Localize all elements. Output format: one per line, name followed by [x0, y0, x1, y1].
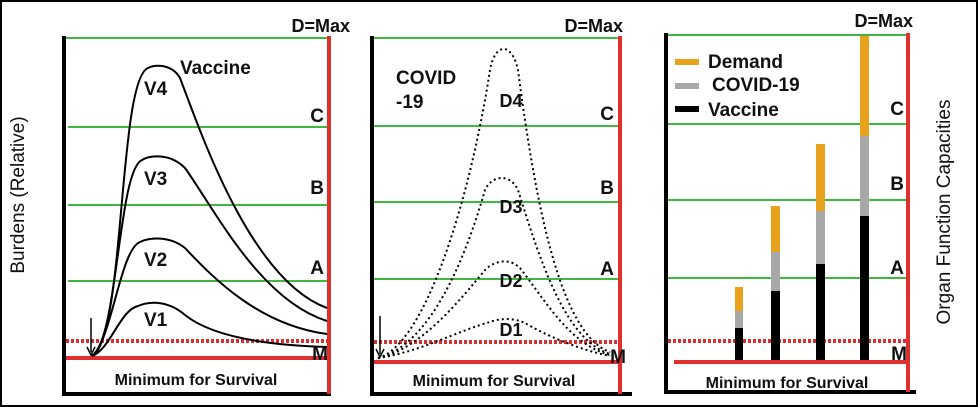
level-label-a: A: [600, 259, 614, 280]
arrow-head-icon: [375, 348, 385, 359]
level-label-b: B: [310, 178, 324, 199]
baseline-label: Minimum for Survival: [413, 373, 576, 390]
legend-label-covid: COVID-19: [712, 75, 800, 96]
bar-1: [735, 287, 743, 360]
baseline-label: Minimum for Survival: [706, 375, 869, 392]
baseline-label: Minimum for Survival: [115, 372, 278, 389]
vaccine-panel: Vaccine V4 V3 V2 V1 D=Max C B A M Minimu…: [62, 16, 350, 396]
legend: Demand COVID-19 Vaccine: [675, 52, 800, 121]
legend-swatch-demand: [675, 59, 699, 65]
curve-label-v2: V2: [144, 250, 167, 271]
level-label-c: C: [310, 106, 324, 127]
bar-vaccine: [860, 216, 869, 360]
curve-d3: [377, 177, 611, 359]
level-label-max: D=Max: [854, 11, 913, 31]
level-label-c: C: [890, 99, 904, 120]
bar-covid: [771, 252, 780, 291]
right-axis-label: Organ Function Capacities: [934, 100, 955, 325]
legend-label-vaccine: Vaccine: [708, 100, 779, 121]
bar-vaccine: [771, 291, 780, 360]
level-label-m: M: [891, 344, 907, 365]
arrow-head-icon: [86, 346, 96, 357]
level-label-a: A: [890, 258, 904, 279]
level-label-b: B: [890, 174, 904, 195]
vaccine-curves: [91, 64, 328, 357]
level-label-m: M: [610, 347, 626, 368]
covid-curves: [377, 48, 611, 359]
bar-demand: [771, 206, 780, 252]
legend-swatch-covid: [675, 83, 699, 89]
covid-title-line2: -19: [396, 92, 423, 113]
curve-v2: [91, 237, 328, 357]
bar-vaccine: [735, 328, 743, 360]
bar-vaccine: [816, 264, 825, 360]
curve-d4: [377, 48, 611, 359]
legend-label-demand: Demand: [708, 52, 783, 73]
curve-label-d3: D3: [499, 197, 522, 217]
left-axis-label: Burdens (Relative): [8, 116, 29, 273]
bar-4: [860, 36, 869, 360]
curve-label-v1: V1: [144, 310, 168, 331]
curve-v4: [91, 64, 328, 357]
capacity-panel: Demand COVID-19 Vaccine D=Max C B A M Mi…: [664, 11, 916, 394]
bar-3: [816, 144, 825, 360]
covid-panel: COVID -19 D4 D3 D2 D1 D=Max C B A M Mini…: [370, 16, 632, 396]
bar-covid: [860, 136, 869, 216]
level-label-m: M: [312, 344, 328, 365]
covid-title-line1: COVID: [396, 68, 456, 89]
curve-d1: [377, 318, 611, 359]
level-label-max: D=Max: [564, 16, 623, 36]
bar-covid: [816, 211, 825, 264]
curve-label-d4: D4: [499, 91, 522, 111]
bar-demand: [860, 36, 869, 136]
bar-demand: [816, 144, 825, 211]
level-label-max: D=Max: [291, 16, 350, 36]
bar-demand: [735, 287, 743, 311]
curve-label-v3: V3: [144, 169, 167, 190]
curve-v1: [91, 301, 328, 357]
level-label-a: A: [310, 258, 324, 279]
curve-d2: [377, 260, 611, 359]
level-label-c: C: [600, 104, 614, 125]
curve-label-d2: D2: [499, 271, 522, 291]
curve-label-d1: D1: [499, 320, 522, 340]
bar-2: [771, 206, 780, 360]
curve-label-v4: V4: [144, 79, 168, 100]
level-label-b: B: [600, 178, 614, 199]
legend-swatch-vaccine: [675, 106, 699, 112]
vaccine-title: Vaccine: [180, 58, 251, 79]
bar-covid: [735, 311, 743, 328]
